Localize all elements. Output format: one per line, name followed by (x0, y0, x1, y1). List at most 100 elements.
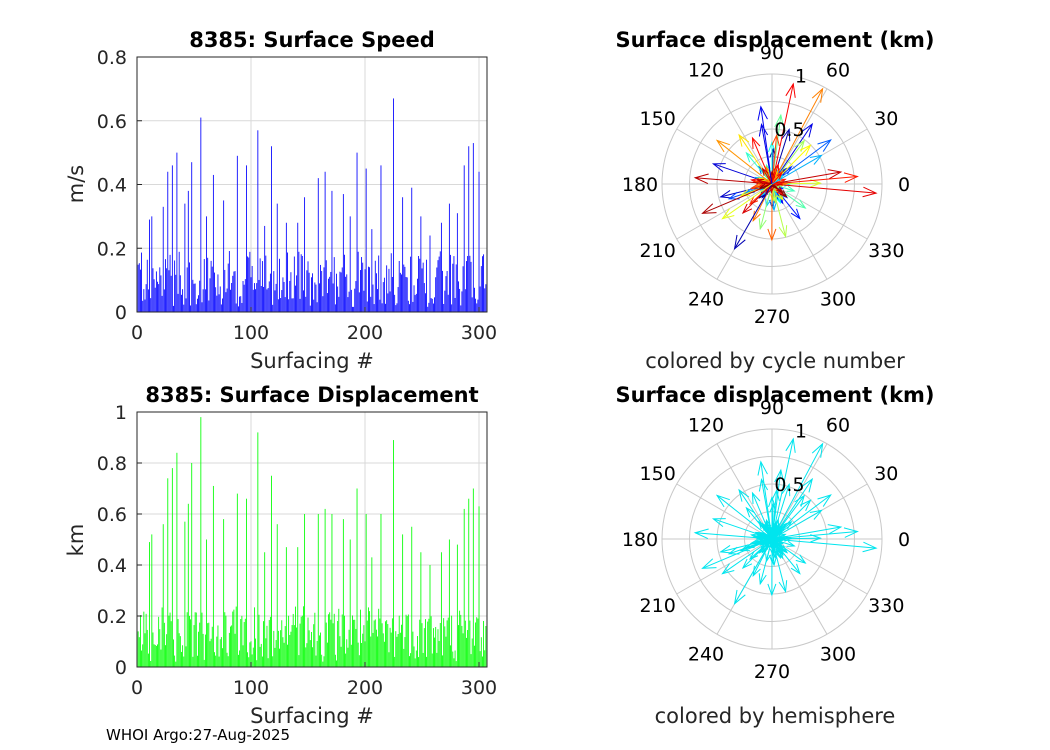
disp-bar (458, 625, 459, 667)
speed-bar (368, 266, 369, 312)
disp-bar (411, 526, 413, 667)
disp-bar (251, 654, 253, 667)
speed-bar (287, 252, 288, 312)
disp-bar (323, 656, 325, 667)
speed-bar (193, 283, 195, 312)
speed-bar (342, 194, 344, 312)
disp-bar (362, 633, 364, 667)
disp-bar (434, 637, 435, 667)
speed-bar (365, 168, 367, 312)
polar1-arrow-head (799, 144, 812, 157)
speed-bar (336, 273, 337, 312)
speed-bar (175, 274, 177, 312)
speed-bar (145, 284, 147, 312)
disp-bar (311, 631, 312, 667)
disp-bar (198, 631, 199, 667)
speed-bar (437, 260, 439, 312)
disp-bar (190, 619, 192, 667)
disp-bar (151, 534, 153, 667)
speed-bar (303, 290, 304, 312)
speed-bar (235, 303, 237, 312)
disp-bar (479, 651, 481, 667)
speed-bar (375, 273, 377, 312)
speed-bar (364, 269, 366, 312)
speed-bar (289, 280, 291, 312)
speed-bar (247, 256, 249, 312)
disp-bar (480, 637, 482, 667)
disp-bar (228, 632, 230, 667)
disp-bar (349, 539, 351, 667)
speed-bar (462, 266, 464, 312)
speed-bar (144, 299, 146, 312)
disp-bar (288, 615, 290, 667)
polar2-arrow-head (756, 533, 765, 540)
disp-bar (295, 606, 296, 667)
polar2-arrow-head (778, 580, 788, 594)
polar1-arrow-head (752, 210, 761, 223)
polar2-arrow-shaft (771, 538, 877, 549)
speed-chart: 0 0.2 0.4 0.6 0.8 0 100 200 300 8385: Surface Sp… (64, 28, 497, 373)
polar1-angle-label: 30 (874, 108, 898, 130)
disp-bar (263, 621, 264, 667)
disp-bar (321, 654, 323, 667)
speed-bar (347, 297, 349, 312)
polar2-arrow-head (775, 527, 783, 535)
disp-bar (202, 633, 204, 667)
disp-bar (239, 650, 241, 667)
speed-bar (385, 303, 386, 312)
polar2-arrow-head (711, 518, 726, 528)
polar1-arrow-head (733, 234, 746, 251)
disp-bar (176, 452, 178, 667)
polar1-arrow-head (827, 169, 843, 180)
disp-bar (431, 653, 433, 667)
speed-bar (387, 293, 389, 312)
speed-bar (443, 303, 445, 312)
polar1-arrow-shaft (742, 183, 773, 214)
disp-bar (206, 539, 207, 667)
polar2-arrow-head (748, 551, 759, 560)
disp-xtick-label: 100 (233, 677, 269, 699)
polar-hemisphere-chart: 0 30 60 90 120 150 180 210 240 270 300 330 0.5 1 Surf… (615, 383, 934, 728)
disp-bar (266, 625, 268, 667)
disp-bar (201, 612, 203, 667)
speed-bar (276, 203, 278, 312)
speed-bar (323, 267, 325, 312)
disp-bar (333, 613, 335, 667)
speed-bar (316, 302, 318, 312)
speed-bar (226, 288, 228, 312)
displacement-bars (137, 417, 488, 667)
disp-bar (240, 619, 242, 667)
disp-bar (417, 636, 418, 667)
disp-bar (186, 612, 188, 667)
speed-bar (453, 256, 455, 312)
polar1-spoke (676, 128, 773, 185)
disp-bar (248, 657, 250, 667)
disp-bar (279, 648, 280, 667)
disp-bar (475, 622, 477, 667)
disp-bar (189, 615, 190, 667)
disp-bar (168, 615, 170, 667)
speed-bar (461, 291, 463, 312)
speed-bar (390, 253, 392, 312)
speed-x-label: Surfacing # (250, 349, 374, 373)
disp-bar (256, 660, 258, 667)
speed-bar (468, 146, 470, 312)
disp-bar (204, 634, 206, 667)
disp-bar (212, 485, 214, 667)
speed-bar (206, 216, 207, 312)
speed-bar (184, 203, 186, 312)
speed-bar (410, 256, 412, 312)
speed-bar (429, 235, 431, 312)
speed-bar (372, 284, 374, 312)
speed-bar (301, 255, 303, 312)
polar2-angle-label: 240 (688, 643, 724, 665)
speed-bar (277, 299, 279, 312)
disp-bar (308, 630, 310, 667)
speed-bar (285, 222, 287, 312)
speed-bar (222, 298, 223, 312)
speed-bar (150, 298, 152, 312)
disp-bar (339, 636, 341, 667)
disp-bar (477, 618, 479, 667)
disp-bar (226, 652, 228, 667)
disp-bar (281, 620, 283, 667)
